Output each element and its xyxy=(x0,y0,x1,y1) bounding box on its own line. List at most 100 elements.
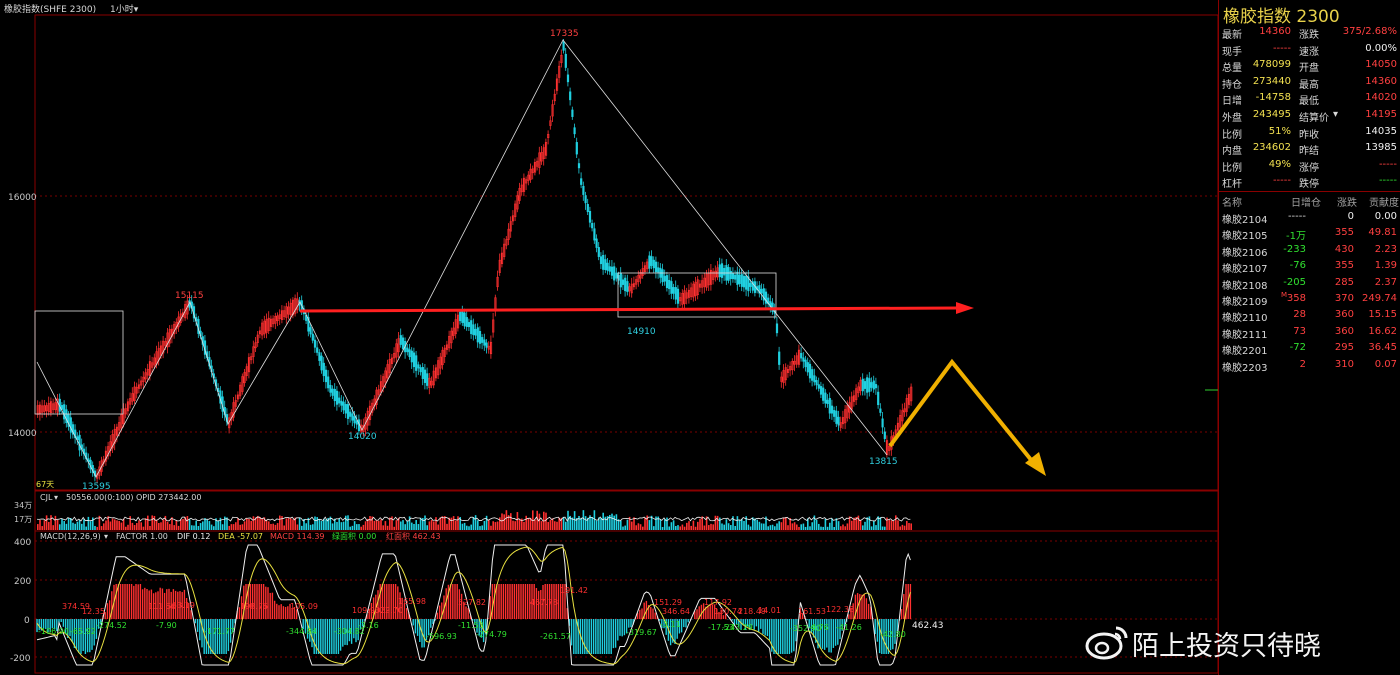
period-selector[interactable]: 1小时▾ xyxy=(110,2,138,15)
volume-bar xyxy=(116,520,118,530)
volume-bar xyxy=(609,514,611,530)
volume-bar xyxy=(314,516,316,530)
futures-row[interactable]: 橡胶2201 -72 295 36.45 xyxy=(1219,340,1400,357)
volume-bar xyxy=(276,523,279,530)
candle-body xyxy=(342,401,345,411)
quote-label: 最高 xyxy=(1299,79,1319,91)
volume-bar xyxy=(606,516,609,530)
quote-row: 现手 ----- 速涨 0.00% xyxy=(1219,41,1400,58)
main-contract-mark: M xyxy=(1281,291,1288,299)
macd-red-annotation: 130.74 xyxy=(714,607,742,616)
wave-polyline-drawing[interactable] xyxy=(36,39,888,478)
futures-row[interactable]: 橡胶2111 73 360 16.62 xyxy=(1219,324,1400,341)
candle-body xyxy=(516,195,519,210)
futures-chg: 73 xyxy=(1293,325,1306,337)
days-label: 67天 xyxy=(36,480,54,489)
chevron-down-icon[interactable]: ▾ xyxy=(1333,109,1339,120)
candle-body xyxy=(511,215,515,222)
left-box-drawing[interactable] xyxy=(34,310,124,415)
candle-body xyxy=(610,266,614,276)
volume-bar xyxy=(697,521,699,530)
futures-chg: 358 xyxy=(1286,293,1306,304)
candle-body xyxy=(742,275,746,288)
volume-bar xyxy=(602,512,604,530)
volume-bar xyxy=(679,526,681,530)
volume-bar xyxy=(855,517,857,530)
neckline-box-drawing[interactable] xyxy=(617,272,777,318)
volume-bar xyxy=(672,520,675,530)
volume-bar xyxy=(386,525,389,530)
volume-bar xyxy=(892,520,895,530)
candle-body xyxy=(716,267,719,278)
futures-contrib: 249.74 xyxy=(1362,293,1397,304)
volume-bar xyxy=(204,518,206,530)
forecast-arrow[interactable] xyxy=(888,358,1038,468)
candle-body xyxy=(866,377,869,393)
macd-red-annotation: 198.76 xyxy=(240,602,268,611)
quote-value: ----- xyxy=(1378,158,1397,170)
candle-body xyxy=(857,386,860,394)
candle-body xyxy=(643,265,647,273)
quote-label: 最低 xyxy=(1299,96,1319,108)
candle-body xyxy=(780,376,783,382)
pattern-drawings[interactable] xyxy=(34,39,1046,478)
candle-body xyxy=(646,261,649,270)
macd-histogram xyxy=(36,584,912,654)
volume-bar xyxy=(120,522,123,530)
futures-row[interactable]: 橡胶2106 -233 430 2.23 xyxy=(1219,242,1400,259)
candle-body xyxy=(745,275,748,290)
volume-bar xyxy=(151,515,153,530)
futures-row[interactable]: 橡胶2203 2 310 0.07 xyxy=(1219,357,1400,374)
quote-value: ----- xyxy=(1272,175,1291,187)
quote-value: ----- xyxy=(1272,42,1291,54)
chart-area[interactable]: 16000 14000 34万 17万 400 200 0 -200 17335… xyxy=(0,0,1218,675)
volume-header-name[interactable]: CJL xyxy=(40,493,53,502)
volume-bar xyxy=(490,525,492,530)
futures-row[interactable]: 橡胶2110 28 360 15.15 xyxy=(1219,307,1400,324)
quote-label: 持仓 xyxy=(1222,79,1242,91)
quote-label: 现手 xyxy=(1222,46,1242,58)
candle-body xyxy=(386,364,389,379)
candle-body xyxy=(615,272,618,279)
candle-body xyxy=(899,415,902,428)
volume-bar xyxy=(879,517,882,530)
volume-bar xyxy=(736,516,739,530)
quote-title: 橡胶指数 2300 xyxy=(1223,7,1340,27)
candle-body xyxy=(113,428,116,444)
chevron-down-icon[interactable]: ▾ xyxy=(104,532,108,541)
left-high-label: 15115 xyxy=(175,291,204,301)
macd-red-annotation: 151.29 xyxy=(654,598,682,607)
candle-body xyxy=(126,401,130,412)
volume-bar xyxy=(61,518,63,530)
volume-bar xyxy=(356,524,358,530)
candle-body xyxy=(247,357,251,373)
chevron-down-icon[interactable]: ▾ xyxy=(54,493,58,502)
volume-bar xyxy=(213,526,215,530)
volume-bar xyxy=(824,518,827,530)
futures-chg: 28 xyxy=(1293,309,1306,321)
macd-red-annotation: 14.01 xyxy=(758,606,781,615)
futures-row[interactable]: 橡胶2104 ----- 0 0.00 xyxy=(1219,209,1400,226)
candle-body xyxy=(276,315,279,322)
futures-row[interactable]: 橡胶2107 -76 355 1.39 xyxy=(1219,258,1400,276)
volume-bar xyxy=(875,525,877,530)
candle-body xyxy=(628,286,631,292)
futures-row[interactable]: 橡胶2105 -1万 355 49.81 xyxy=(1219,225,1400,242)
candle-body xyxy=(236,394,240,400)
volume-bar xyxy=(890,520,893,530)
volume-bar xyxy=(769,525,772,530)
futures-row[interactable]: 橡胶2108 -205 285 2.37 xyxy=(1219,275,1400,292)
candle-body xyxy=(573,127,576,135)
volume-bar xyxy=(136,523,138,530)
volume-bar xyxy=(712,524,714,530)
macd-header-name[interactable]: MACD(12,26,9) xyxy=(40,532,101,541)
volume-bar xyxy=(738,519,741,530)
candle-body xyxy=(41,405,44,413)
futures-row[interactable]: 橡胶2109 M 358 370 249.74 xyxy=(1219,291,1400,308)
macd-green-annotation: -106.90 xyxy=(38,627,69,636)
futures-name: 橡胶2107 xyxy=(1222,264,1268,276)
volume-bar xyxy=(422,518,424,530)
volume-bar xyxy=(307,517,310,530)
volume-bar xyxy=(103,523,105,530)
red-neckline[interactable] xyxy=(299,306,959,313)
